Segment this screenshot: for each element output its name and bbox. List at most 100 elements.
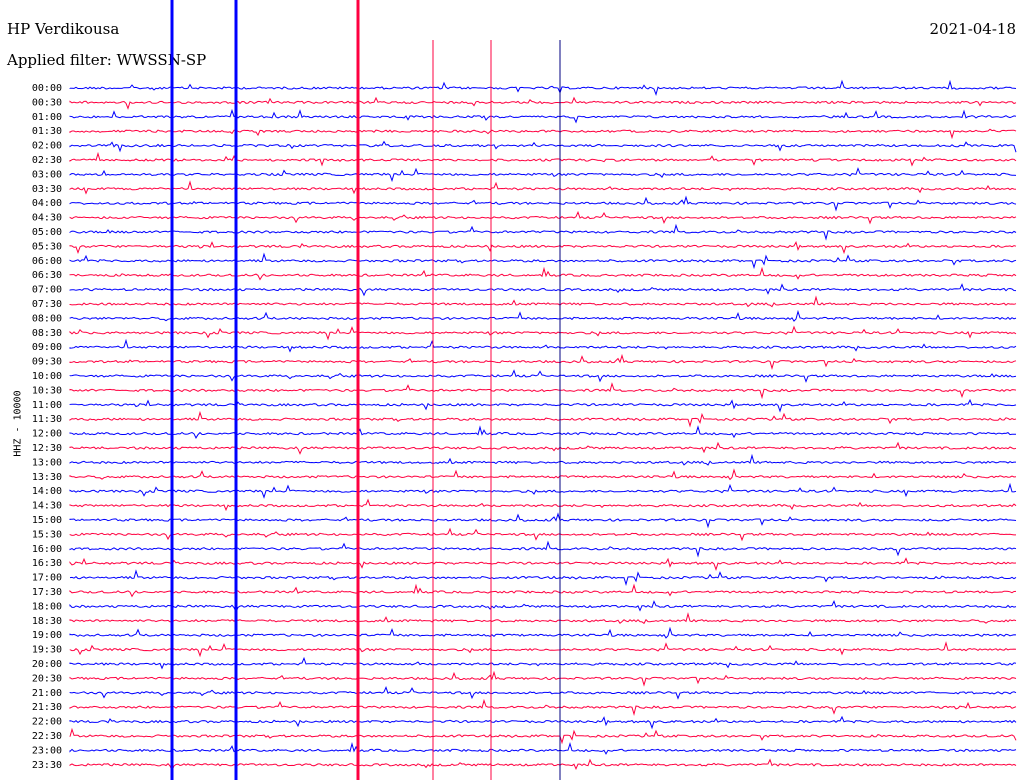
row-label-17: 08:30 bbox=[32, 328, 62, 339]
trace-row-29 bbox=[69, 498, 1017, 512]
trace-row-23 bbox=[69, 410, 1017, 428]
row-label-24: 12:00 bbox=[32, 429, 62, 440]
row-label-33: 16:30 bbox=[32, 558, 62, 569]
trace-row-19 bbox=[69, 353, 1017, 370]
trace-row-33 bbox=[69, 557, 1017, 571]
row-label-42: 21:00 bbox=[32, 688, 62, 699]
date-label: 2021-04-18 bbox=[929, 20, 1016, 38]
row-label-44: 22:00 bbox=[32, 717, 62, 728]
row-label-31: 15:30 bbox=[32, 529, 62, 540]
trace-row-20 bbox=[69, 369, 1017, 383]
trace-row-27 bbox=[69, 468, 1017, 481]
row-label-4: 02:00 bbox=[32, 141, 62, 152]
row-label-39: 19:30 bbox=[32, 645, 62, 656]
trace-row-47 bbox=[69, 758, 1017, 772]
trace-row-28 bbox=[69, 482, 1017, 499]
row-label-22: 11:00 bbox=[32, 400, 62, 411]
trace-row-16 bbox=[69, 309, 1017, 322]
trace-row-46 bbox=[69, 741, 1017, 755]
row-label-10: 05:00 bbox=[32, 227, 62, 238]
row-label-15: 07:30 bbox=[32, 299, 62, 310]
row-label-13: 06:30 bbox=[32, 270, 62, 281]
row-label-11: 05:30 bbox=[32, 241, 62, 252]
row-label-32: 16:00 bbox=[32, 544, 62, 555]
trace-row-45 bbox=[69, 727, 1017, 745]
trace-row-40 bbox=[69, 656, 1017, 670]
row-label-12: 06:00 bbox=[32, 256, 62, 267]
row-label-7: 03:30 bbox=[32, 184, 62, 195]
row-label-6: 03:00 bbox=[32, 169, 62, 180]
filter-label: Applied filter: WWSSN-SP bbox=[7, 51, 207, 69]
row-label-47: 23:30 bbox=[32, 760, 62, 771]
row-label-36: 18:00 bbox=[32, 601, 62, 612]
trace-row-35 bbox=[69, 583, 1017, 598]
row-label-3: 01:30 bbox=[32, 126, 62, 137]
trace-row-32 bbox=[69, 540, 1017, 558]
trace-row-37 bbox=[69, 612, 1017, 625]
row-label-1: 00:30 bbox=[32, 97, 62, 108]
trace-row-0 bbox=[69, 79, 1017, 97]
row-label-34: 17:00 bbox=[32, 573, 62, 584]
row-label-26: 13:00 bbox=[32, 457, 62, 468]
trace-row-42 bbox=[69, 686, 1017, 700]
trace-row-5 bbox=[69, 151, 1017, 167]
trace-row-13 bbox=[69, 266, 1017, 281]
trace-row-11 bbox=[69, 240, 1017, 255]
row-label-9: 04:30 bbox=[32, 213, 62, 224]
row-label-5: 02:30 bbox=[32, 155, 62, 166]
trace-row-3 bbox=[69, 128, 1017, 140]
trace-row-36 bbox=[69, 599, 1017, 614]
row-label-21: 10:30 bbox=[32, 385, 62, 396]
row-label-16: 08:00 bbox=[32, 313, 62, 324]
row-label-30: 15:00 bbox=[32, 515, 62, 526]
trace-row-39 bbox=[69, 641, 1017, 658]
trace-row-14 bbox=[69, 283, 1017, 297]
trace-row-25 bbox=[69, 441, 1017, 455]
trace-row-31 bbox=[69, 527, 1016, 542]
trace-row-8 bbox=[69, 195, 1017, 212]
row-label-19: 09:30 bbox=[32, 357, 62, 368]
trace-row-9 bbox=[69, 210, 1017, 225]
trace-row-6 bbox=[69, 167, 1017, 183]
trace-row-4 bbox=[69, 140, 1017, 153]
row-label-45: 22:30 bbox=[32, 731, 62, 742]
row-label-14: 07:00 bbox=[32, 285, 62, 296]
row-label-41: 20:30 bbox=[32, 673, 62, 684]
trace-row-43 bbox=[69, 698, 1017, 717]
trace-row-10 bbox=[69, 223, 1017, 241]
row-label-8: 04:00 bbox=[32, 198, 62, 209]
row-label-46: 23:00 bbox=[32, 745, 62, 756]
row-label-29: 14:30 bbox=[32, 501, 62, 512]
row-label-2: 01:00 bbox=[32, 112, 62, 123]
trace-row-18 bbox=[69, 338, 1017, 353]
row-label-0: 00:00 bbox=[32, 83, 62, 94]
trace-row-38 bbox=[69, 626, 1017, 639]
trace-row-26 bbox=[69, 453, 1016, 466]
trace-row-21 bbox=[69, 382, 1017, 400]
trace-row-1 bbox=[69, 96, 1017, 110]
row-label-23: 11:30 bbox=[32, 414, 62, 425]
trace-row-7 bbox=[69, 180, 1017, 195]
row-label-37: 18:30 bbox=[32, 616, 62, 627]
row-label-25: 12:30 bbox=[32, 443, 62, 454]
row-label-28: 14:00 bbox=[32, 486, 62, 497]
trace-row-12 bbox=[69, 252, 1017, 270]
row-label-18: 09:00 bbox=[32, 342, 62, 353]
row-label-20: 10:00 bbox=[32, 371, 62, 382]
trace-row-41 bbox=[69, 670, 1017, 687]
station-title: HP Verdikousa bbox=[7, 20, 120, 38]
trace-row-24 bbox=[69, 425, 1017, 439]
trace-row-44 bbox=[69, 715, 1017, 730]
row-label-27: 13:30 bbox=[32, 472, 62, 483]
trace-row-30 bbox=[69, 512, 1017, 529]
trace-row-22 bbox=[69, 398, 1017, 413]
row-label-35: 17:30 bbox=[32, 587, 62, 598]
trace-row-15 bbox=[69, 295, 1017, 308]
row-label-43: 21:30 bbox=[32, 702, 62, 713]
trace-row-17 bbox=[69, 325, 1017, 341]
trace-row-2 bbox=[69, 108, 1017, 124]
row-label-38: 19:00 bbox=[32, 630, 62, 641]
row-label-40: 20:00 bbox=[32, 659, 62, 670]
trace-row-34 bbox=[69, 569, 1017, 586]
